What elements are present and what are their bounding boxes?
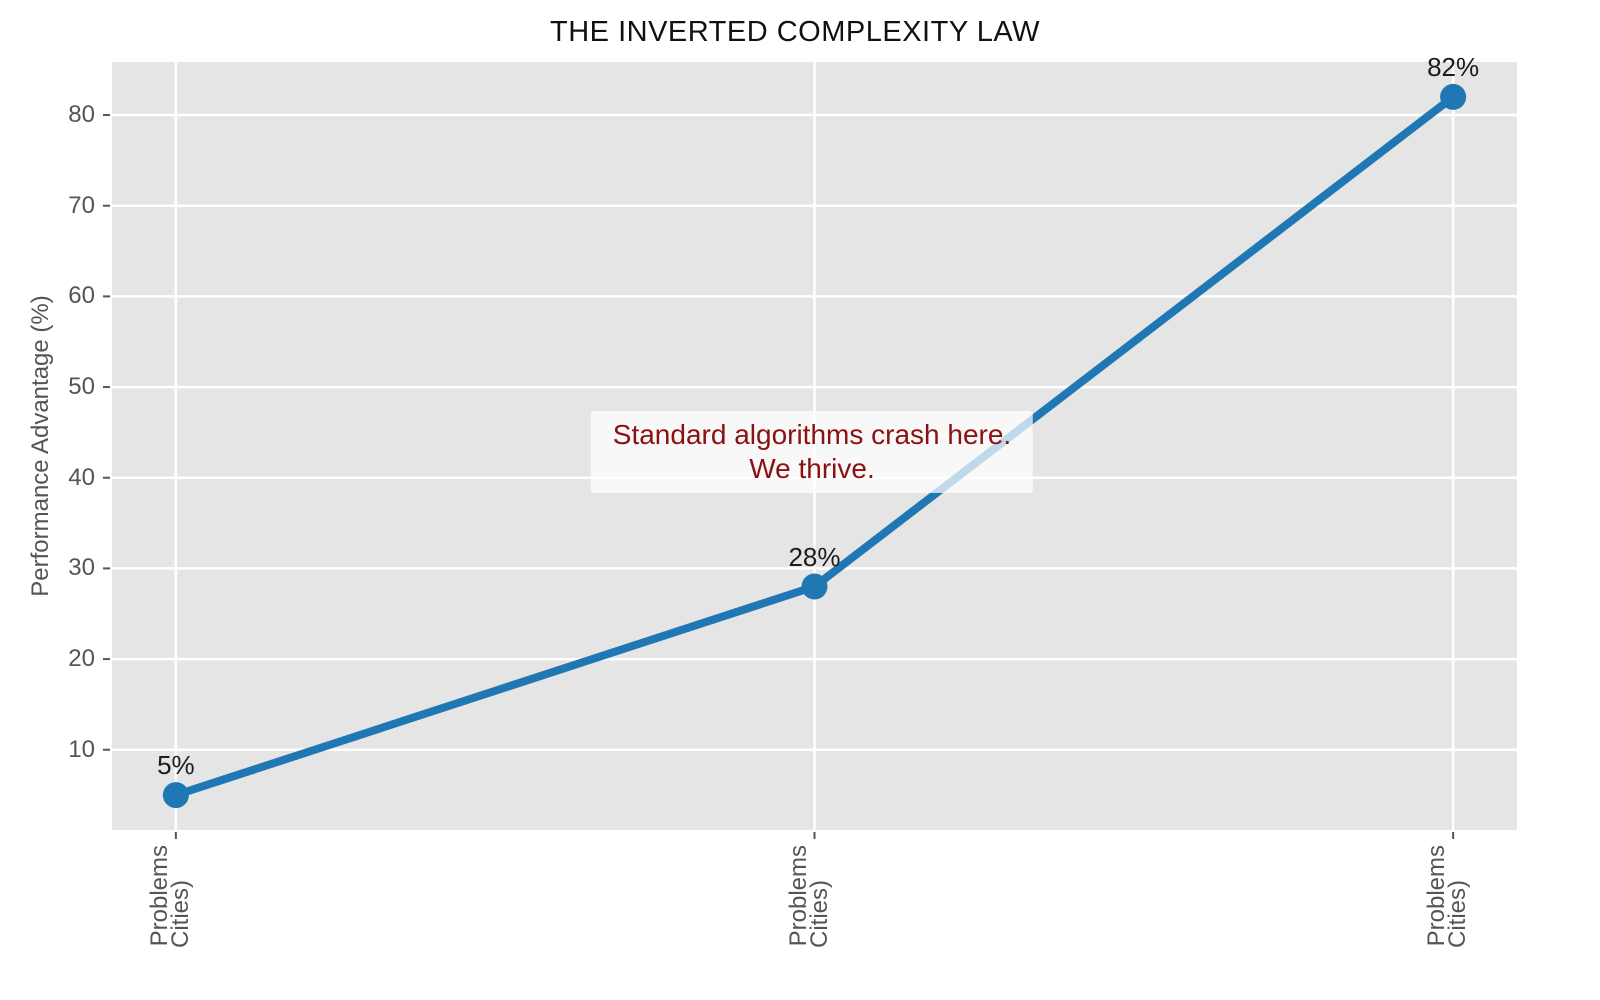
y-tick-label: 80 [68, 101, 95, 129]
y-tick-label: 50 [68, 373, 95, 401]
y-tick-label: 60 [68, 282, 95, 310]
x-tick-label-line2: Cities) [805, 880, 833, 949]
annotation-line-1: Standard algorithms crash here. [612, 419, 1012, 450]
data-point-label: 5% [157, 750, 195, 781]
y-tick-label: 40 [68, 463, 95, 491]
data-point-marker [801, 573, 828, 600]
data-point-label: 28% [788, 541, 841, 572]
y-tick-label: 10 [68, 735, 95, 763]
y-tick-label: 30 [68, 554, 95, 582]
data-point-marker [1440, 83, 1467, 110]
x-tick-label-line2: Cities) [1444, 880, 1472, 949]
y-tick-label: 70 [68, 191, 95, 219]
x-tick-label-line2: Cities) [166, 880, 194, 949]
y-tick-label: 20 [68, 645, 95, 673]
chart-title: THE INVERTED COMPLEXITY LAW [550, 16, 1040, 48]
annotation-callout: Standard algorithms crash here. We thriv… [590, 411, 1034, 493]
line-chart-figure: THE INVERTED COMPLEXITY LAW Performance … [27, 16, 1517, 948]
data-point-label: 82% [1427, 51, 1480, 82]
data-point-marker [162, 782, 189, 809]
annotation-line-2: We thrive. [749, 453, 875, 484]
